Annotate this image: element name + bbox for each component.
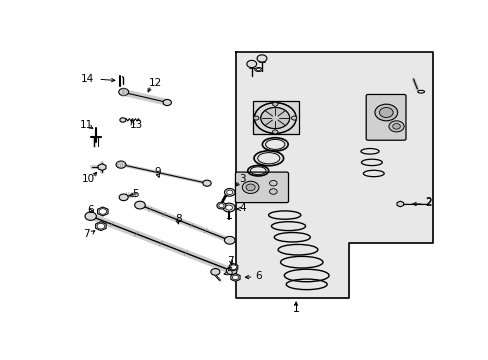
Text: 6: 6: [87, 204, 93, 215]
Circle shape: [253, 116, 259, 120]
Circle shape: [269, 180, 277, 186]
Ellipse shape: [256, 68, 260, 71]
Circle shape: [242, 181, 259, 193]
Circle shape: [272, 102, 277, 106]
Circle shape: [272, 130, 277, 134]
Circle shape: [224, 237, 235, 244]
Circle shape: [272, 102, 277, 106]
Circle shape: [116, 161, 126, 168]
Circle shape: [260, 108, 289, 129]
Text: 1: 1: [292, 304, 299, 314]
Text: 5: 5: [226, 267, 233, 277]
Circle shape: [119, 194, 128, 201]
Circle shape: [254, 103, 295, 133]
Circle shape: [388, 121, 403, 132]
Text: 7: 7: [227, 256, 233, 266]
Text: 2: 2: [425, 197, 431, 207]
Circle shape: [246, 60, 256, 68]
Text: 11: 11: [80, 120, 93, 130]
Polygon shape: [98, 207, 108, 216]
Circle shape: [253, 116, 259, 120]
Circle shape: [210, 269, 220, 275]
Circle shape: [254, 103, 295, 133]
Text: 6: 6: [255, 271, 261, 281]
Polygon shape: [96, 222, 106, 231]
Text: 2: 2: [424, 198, 431, 208]
Circle shape: [218, 204, 224, 208]
Circle shape: [217, 202, 225, 209]
Circle shape: [232, 275, 238, 280]
Circle shape: [97, 223, 104, 229]
Ellipse shape: [254, 68, 262, 72]
Polygon shape: [98, 164, 106, 170]
Text: 1: 1: [292, 304, 299, 314]
Circle shape: [374, 104, 397, 121]
Circle shape: [392, 123, 400, 129]
Circle shape: [260, 108, 289, 129]
Text: 7: 7: [83, 229, 90, 239]
Text: 12: 12: [148, 78, 162, 89]
Circle shape: [85, 212, 96, 220]
Text: 14: 14: [81, 74, 94, 84]
Circle shape: [225, 205, 232, 210]
Circle shape: [120, 118, 126, 122]
Text: 9: 9: [154, 167, 161, 177]
Circle shape: [226, 267, 237, 275]
Text: 5: 5: [131, 189, 138, 199]
Circle shape: [291, 116, 296, 120]
FancyBboxPatch shape: [366, 94, 405, 140]
Text: 8: 8: [175, 214, 182, 224]
Circle shape: [99, 209, 106, 214]
Text: 13: 13: [130, 120, 143, 130]
FancyBboxPatch shape: [235, 172, 288, 203]
Polygon shape: [236, 51, 432, 298]
Circle shape: [134, 201, 145, 209]
Circle shape: [223, 203, 235, 212]
Circle shape: [257, 55, 266, 62]
Text: 3: 3: [239, 174, 245, 184]
Circle shape: [245, 184, 255, 191]
Circle shape: [269, 189, 277, 194]
Circle shape: [230, 265, 236, 269]
Text: 10: 10: [81, 174, 95, 184]
Circle shape: [163, 99, 171, 105]
Text: 4: 4: [239, 203, 245, 213]
Circle shape: [272, 130, 277, 134]
Circle shape: [379, 108, 392, 117]
Circle shape: [203, 180, 211, 186]
Circle shape: [226, 190, 232, 194]
Circle shape: [119, 89, 128, 96]
Polygon shape: [229, 264, 237, 271]
Circle shape: [224, 188, 235, 196]
FancyBboxPatch shape: [253, 101, 298, 134]
Polygon shape: [230, 274, 240, 281]
Circle shape: [291, 116, 296, 120]
Polygon shape: [396, 201, 403, 207]
